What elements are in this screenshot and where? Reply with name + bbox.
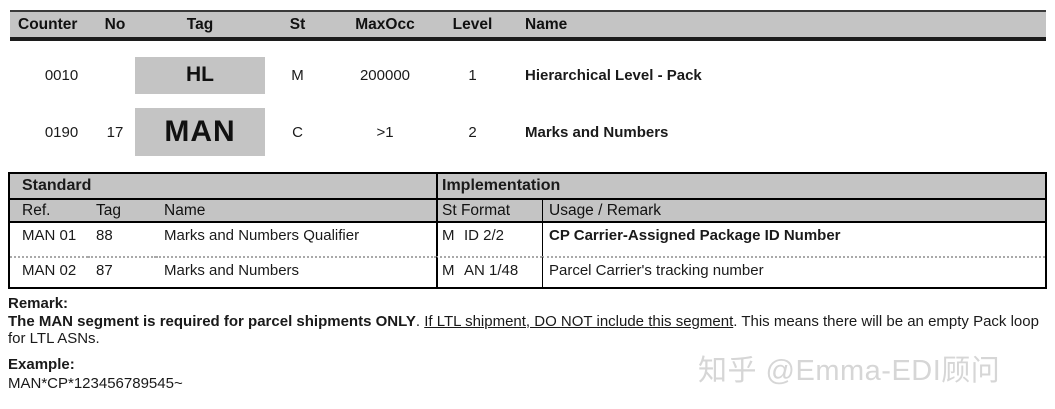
element-number: 87 — [88, 256, 156, 287]
no-value: 17 — [106, 123, 124, 141]
level-value: 1 — [468, 66, 477, 84]
header-counter: Counter — [18, 15, 78, 33]
st-value: M — [291, 66, 304, 84]
remark-text: The MAN segment is required for parcel s… — [8, 313, 1042, 348]
maxocc-value: >1 — [376, 123, 394, 141]
colhdr-ref: Ref. — [10, 200, 88, 223]
remark-section: Remark: The MAN segment is required for … — [8, 295, 1042, 348]
remark-mid-text: . — [415, 312, 425, 330]
segment-name: Hierarchical Level - Pack — [525, 66, 702, 84]
segment-name: Marks and Numbers — [525, 123, 669, 141]
ref-value: MAN 02 — [10, 256, 88, 287]
counter-value: 0010 — [44, 66, 79, 84]
counter-value: 0190 — [44, 123, 79, 141]
level-value: 2 — [468, 123, 477, 141]
usage-remark-value: Parcel Carrier's tracking number — [542, 256, 1045, 287]
segment-table-header: Counter No Tag St MaxOcc Level Name — [10, 10, 1046, 41]
segment-row-hl: 0010 HL M 200000 1 Hierarchical Level - … — [10, 54, 1046, 96]
example-label: Example: — [8, 356, 75, 373]
format-value: ID 2/2 — [464, 227, 505, 244]
tag-badge-hl: HL — [135, 56, 265, 94]
colhdr-usage-remark: Usage / Remark — [542, 200, 1045, 223]
st-flag: M — [442, 262, 455, 279]
remark-bold-text: The MAN segment is required for parcel s… — [8, 312, 416, 330]
colhdr-name: Name — [156, 200, 436, 223]
colhdr-tag: Tag — [88, 200, 156, 223]
maxocc-value: 200000 — [359, 66, 411, 84]
tag-badge-man: MAN — [135, 108, 265, 156]
format-value: AN 1/48 — [464, 262, 519, 279]
segment-row-man: 0190 17 MAN C >1 2 Marks and Numbers — [10, 107, 1046, 157]
usage-remark-value: CP Carrier-Assigned Package ID Number — [542, 223, 1045, 256]
ref-value: MAN 01 — [10, 223, 88, 256]
st-format-value: M AN 1/48 — [436, 256, 542, 287]
header-no: No — [104, 15, 126, 33]
st-flag: M — [442, 227, 455, 244]
example-value: MAN*CP*123456789545~ — [8, 374, 183, 392]
header-tag: Tag — [186, 15, 214, 33]
header-name: Name — [525, 15, 568, 33]
colhdr-st-format: St Format — [436, 200, 542, 223]
remark-underlined-text: If LTL shipment, DO NOT include this seg… — [424, 312, 734, 330]
example-section: Example: MAN*CP*123456789545~ — [8, 356, 183, 393]
header-level: Level — [452, 15, 493, 33]
element-detail-table: Standard Implementation Ref. Tag Name St… — [8, 172, 1047, 289]
header-st: St — [289, 15, 306, 33]
element-name: Marks and Numbers — [156, 256, 436, 287]
group-header-standard: Standard — [10, 174, 436, 200]
header-maxocc: MaxOcc — [355, 15, 415, 33]
zhihu-watermark: 知乎 @Emma-EDI顾问 — [698, 355, 1001, 387]
remark-tail-text: . This means there will be an empty Pack… — [8, 312, 1039, 348]
group-header-implementation: Implementation — [436, 174, 1045, 200]
st-value: C — [292, 123, 303, 141]
remark-label: Remark: — [8, 295, 69, 312]
element-name: Marks and Numbers Qualifier — [156, 223, 436, 256]
st-format-value: M ID 2/2 — [436, 223, 542, 256]
element-number: 88 — [88, 223, 156, 256]
